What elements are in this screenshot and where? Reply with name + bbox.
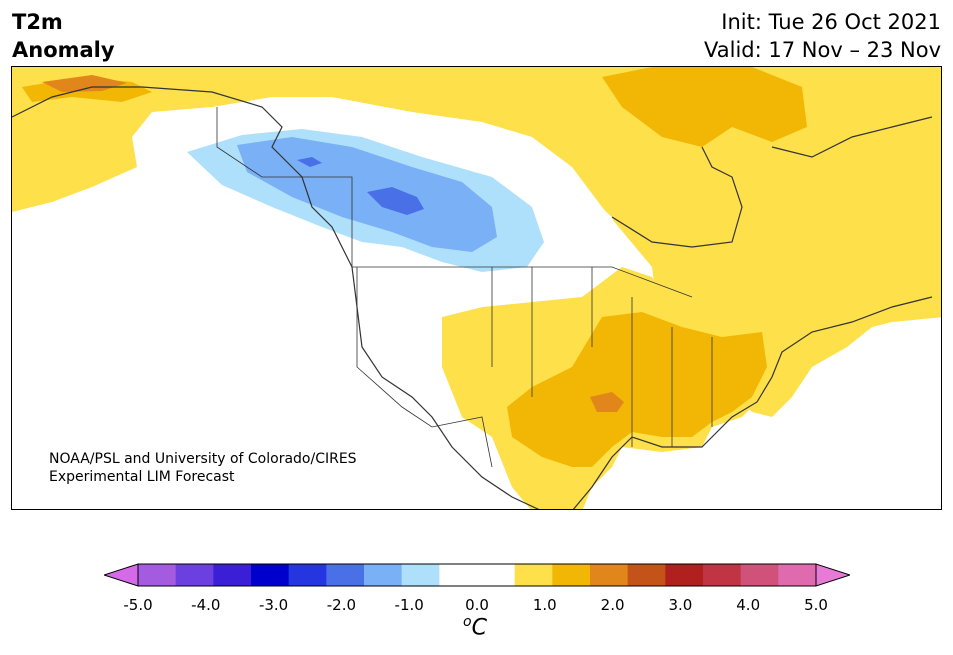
colorbar-units: oC — [463, 614, 487, 640]
anomaly-map — [12, 67, 941, 509]
colorbar-tick-label: -3.0 — [258, 596, 289, 614]
colorbar-bin — [590, 564, 629, 586]
colorbar-over-arrow — [815, 563, 850, 587]
colorbar-tick-label: 2.0 — [600, 596, 625, 614]
units-label: C — [471, 615, 487, 641]
colorbar-bin — [175, 564, 214, 586]
colorbar-tick-label: 3.0 — [668, 596, 693, 614]
colorbar-bin — [477, 564, 516, 586]
title-variable: T2m — [12, 10, 63, 34]
forecast-dates: Init: Tue 26 Oct 2021 Valid: 17 Nov – 23… — [704, 8, 941, 64]
warm-region-strong-texas — [590, 392, 624, 412]
warm-region-hudson — [602, 67, 807, 147]
credit-text: NOAA/PSL and University of Colorado/CIRE… — [49, 450, 357, 486]
cold-region-strong-1 — [297, 157, 322, 167]
colorbar-bin — [138, 564, 177, 586]
colorbar-bin — [213, 564, 252, 586]
colorbar-ticks: -5.0 -4.0 -3.0 -2.0 -1.0 0.0 1.0 2.0 3.0 4.0 5.0 — [0, 596, 953, 616]
colorbar-bin — [514, 564, 553, 586]
colorbar-bin — [439, 564, 478, 586]
colorbar-bin — [552, 564, 591, 586]
colorbar-tick-label: -4.0 — [191, 596, 221, 614]
warm-region-southeast — [507, 312, 767, 467]
colorbar-bin — [627, 564, 666, 586]
cold-region-strong-2 — [367, 187, 424, 215]
colorbar-tick-label: 1.0 — [532, 596, 557, 614]
colorbar-tick-label: 5.0 — [804, 596, 828, 614]
country-borders — [216, 107, 713, 468]
colorbar-bin — [401, 564, 440, 586]
units-degree: o — [463, 614, 472, 630]
cold-region-moderate — [237, 137, 497, 252]
colorbar-bin — [326, 564, 365, 586]
title-quantity: Anomaly — [12, 38, 115, 62]
colorbar-tick-label: -1.0 — [394, 596, 424, 614]
colorbar-tick-label: -5.0 — [123, 596, 153, 614]
colorbar-bin — [703, 564, 742, 586]
map-panel — [11, 66, 942, 510]
colorbar-bin — [778, 564, 817, 586]
colorbar — [104, 563, 850, 587]
colorbar-tick-label: 0.0 — [465, 596, 489, 614]
credit-line-2: Experimental LIM Forecast — [49, 469, 235, 485]
colorbar-tick-label: 4.0 — [736, 596, 761, 614]
init-date: Init: Tue 26 Oct 2021 — [721, 10, 941, 34]
warm-region-north-canada — [12, 67, 941, 417]
colorbar-bin — [364, 564, 403, 586]
valid-range: Valid: 17 Nov – 23 Nov — [704, 38, 941, 62]
map-title: T2m Anomaly — [12, 8, 115, 64]
colorbar-bin — [740, 564, 779, 586]
coastline — [12, 86, 933, 509]
colorbar-bin — [288, 564, 327, 586]
warm-region-strong-alaska — [42, 75, 127, 92]
colorbar-bin — [251, 564, 290, 586]
credit-line-1: NOAA/PSL and University of Colorado/CIRE… — [49, 451, 357, 467]
colorbar-bin — [665, 564, 704, 586]
colorbar-tick-label: -2.0 — [326, 596, 357, 614]
colorbar-frame — [137, 563, 817, 587]
colorbar-under-arrow — [104, 563, 139, 587]
